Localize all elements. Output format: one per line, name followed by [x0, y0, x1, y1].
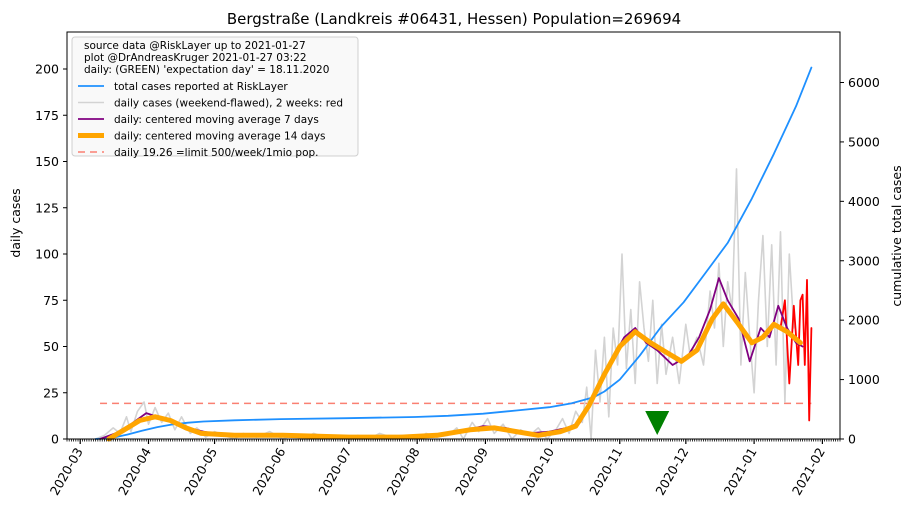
legend-label-0: total cases reported at RiskLayer [114, 81, 288, 93]
left-tick-label-8: 200 [35, 62, 59, 77]
legend-label-2: daily: centered moving average 7 days [114, 114, 319, 126]
left-tick-label-2: 50 [43, 339, 59, 354]
right-axis-label: cumulative total cases [889, 165, 904, 306]
left-tick-label-4: 100 [35, 247, 59, 262]
legend-text-line-1: plot @DrAndreasKruger 2021-01-27 03:22 [84, 52, 307, 64]
left-tick-label-6: 150 [35, 154, 59, 169]
plot-frame [66, 31, 841, 440]
legend-label-4: daily 19.26 =limit 500/week/1mio pop. [114, 147, 319, 159]
legend-text-line-0: source data @RiskLayer up to 2021-01-27 [84, 40, 306, 52]
legend: source data @RiskLayer up to 2021-01-27p… [71, 36, 359, 159]
left-tick-label-3: 75 [43, 293, 59, 308]
right-tick-label-4: 4000 [848, 194, 880, 209]
legend-label-1: daily cases (weekend-flawed), 2 weeks: r… [114, 98, 343, 110]
chart-title: Bergstraße (Landkreis #06431, Hessen) Po… [227, 10, 681, 28]
expectation-day-marker [645, 411, 670, 435]
right-tick-label-0: 0 [848, 432, 856, 447]
legend-label-3: daily: centered moving average 14 days [114, 131, 326, 143]
right-tick-label-2: 2000 [848, 313, 880, 328]
series-line-4 [106, 301, 803, 442]
left-tick-label-0: 0 [51, 432, 59, 447]
right-tick-label-5: 5000 [848, 134, 880, 149]
left-axis-label: daily cases [8, 188, 23, 257]
right-tick-label-3: 3000 [848, 253, 880, 268]
left-tick-label-1: 25 [43, 385, 59, 400]
left-tick-label-7: 175 [35, 108, 59, 123]
series-line-0 [94, 66, 813, 440]
left-tick-label-5: 125 [35, 200, 59, 215]
right-tick-label-6: 6000 [848, 75, 880, 90]
legend-text-line-2: daily: (GREEN) 'expectation day' = 18.11… [84, 64, 329, 76]
legend-box [71, 36, 359, 157]
series-line-2 [779, 279, 813, 422]
right-tick-label-1: 1000 [848, 372, 880, 387]
